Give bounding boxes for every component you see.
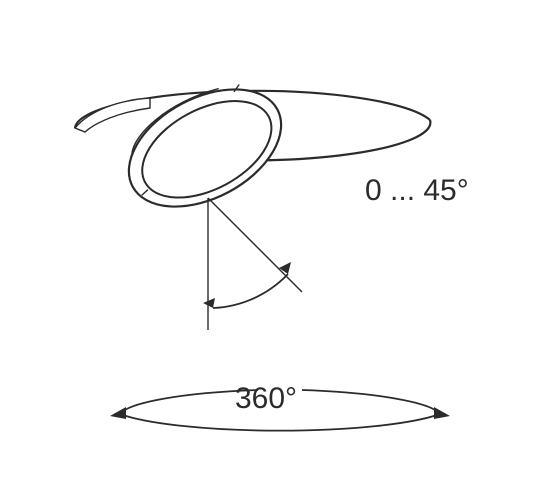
rotation-arrow-right	[434, 407, 450, 419]
tilt-arrow-1	[203, 298, 215, 308]
tilt-ref-angled	[208, 198, 302, 292]
tilt-arc	[213, 274, 288, 308]
rotation-arc-back-right	[302, 390, 440, 414]
rotation-arc-front	[120, 414, 440, 431]
adjustability-diagram: 0 ... 45° 360°	[0, 0, 560, 500]
tilt-indicator	[203, 198, 302, 330]
tilt-label: 0 ... 45°	[365, 174, 469, 207]
tilt-arrow-2	[279, 262, 291, 274]
lamp-head	[109, 65, 301, 231]
rotation-label: 360°	[235, 382, 297, 415]
rotation-arrow-left	[110, 407, 126, 419]
